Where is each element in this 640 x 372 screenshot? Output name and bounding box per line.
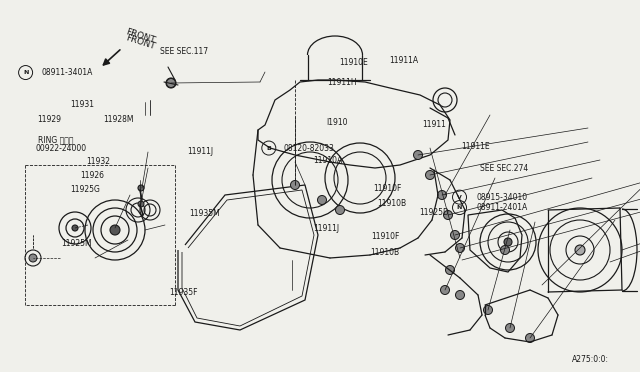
Text: 11910F: 11910F — [371, 232, 399, 241]
Circle shape — [166, 78, 175, 87]
Circle shape — [29, 254, 37, 262]
Text: 08915-34010: 08915-34010 — [477, 193, 528, 202]
Circle shape — [440, 285, 449, 295]
Text: B: B — [266, 145, 271, 151]
Text: I1910: I1910 — [326, 118, 348, 126]
Circle shape — [506, 324, 515, 333]
Circle shape — [500, 246, 509, 254]
Text: 11931: 11931 — [70, 100, 95, 109]
Circle shape — [456, 291, 465, 299]
Text: RING リング: RING リング — [38, 135, 74, 144]
Circle shape — [438, 190, 447, 199]
Circle shape — [413, 151, 422, 160]
Text: SEE SEC.117: SEE SEC.117 — [160, 47, 208, 56]
Text: 11911E: 11911E — [461, 142, 490, 151]
Text: 11910B: 11910B — [370, 248, 399, 257]
Text: 11910A: 11910A — [314, 156, 343, 165]
Circle shape — [525, 334, 534, 343]
Circle shape — [138, 201, 144, 207]
Text: V: V — [457, 195, 462, 200]
Circle shape — [483, 305, 493, 314]
Text: FRONT: FRONT — [125, 33, 157, 51]
Text: N: N — [457, 205, 462, 210]
Text: 08911-2401A: 08911-2401A — [477, 203, 528, 212]
Circle shape — [291, 180, 300, 189]
Text: 00922-24000: 00922-24000 — [35, 144, 86, 153]
Circle shape — [138, 185, 144, 191]
Circle shape — [451, 231, 460, 240]
Text: 11911A: 11911A — [389, 56, 419, 65]
Text: 11932: 11932 — [86, 157, 111, 166]
Text: 11929: 11929 — [37, 115, 61, 124]
Text: 11910E: 11910E — [339, 58, 368, 67]
Text: 11925G: 11925G — [70, 185, 100, 194]
Circle shape — [426, 170, 435, 180]
Circle shape — [504, 238, 512, 246]
Text: 11925D: 11925D — [419, 208, 449, 217]
Circle shape — [444, 211, 452, 219]
Text: 11911: 11911 — [422, 120, 446, 129]
Text: 11911J: 11911J — [188, 147, 214, 156]
Circle shape — [110, 225, 120, 235]
Text: 11911J: 11911J — [314, 224, 340, 233]
Text: 11935M: 11935M — [189, 209, 220, 218]
Text: 11910B: 11910B — [378, 199, 407, 208]
Text: 11935F: 11935F — [170, 288, 198, 296]
Circle shape — [575, 245, 585, 255]
Text: 11925M: 11925M — [61, 239, 92, 248]
Text: SEE SEC.274: SEE SEC.274 — [480, 164, 528, 173]
Text: 08120-82033: 08120-82033 — [284, 144, 334, 153]
Circle shape — [456, 244, 465, 253]
Text: 11926: 11926 — [80, 171, 104, 180]
Circle shape — [335, 205, 344, 215]
Circle shape — [445, 266, 454, 275]
Text: 11910F: 11910F — [373, 185, 401, 193]
Circle shape — [166, 78, 176, 88]
Text: A275:0:0:: A275:0:0: — [572, 356, 609, 365]
Text: 08911-3401A: 08911-3401A — [42, 68, 93, 77]
Circle shape — [317, 196, 326, 205]
Text: 11911H: 11911H — [328, 78, 357, 87]
Text: 11928M: 11928M — [104, 115, 134, 124]
Text: N: N — [23, 70, 28, 75]
Circle shape — [72, 225, 78, 231]
Text: FRONT: FRONT — [125, 27, 157, 45]
